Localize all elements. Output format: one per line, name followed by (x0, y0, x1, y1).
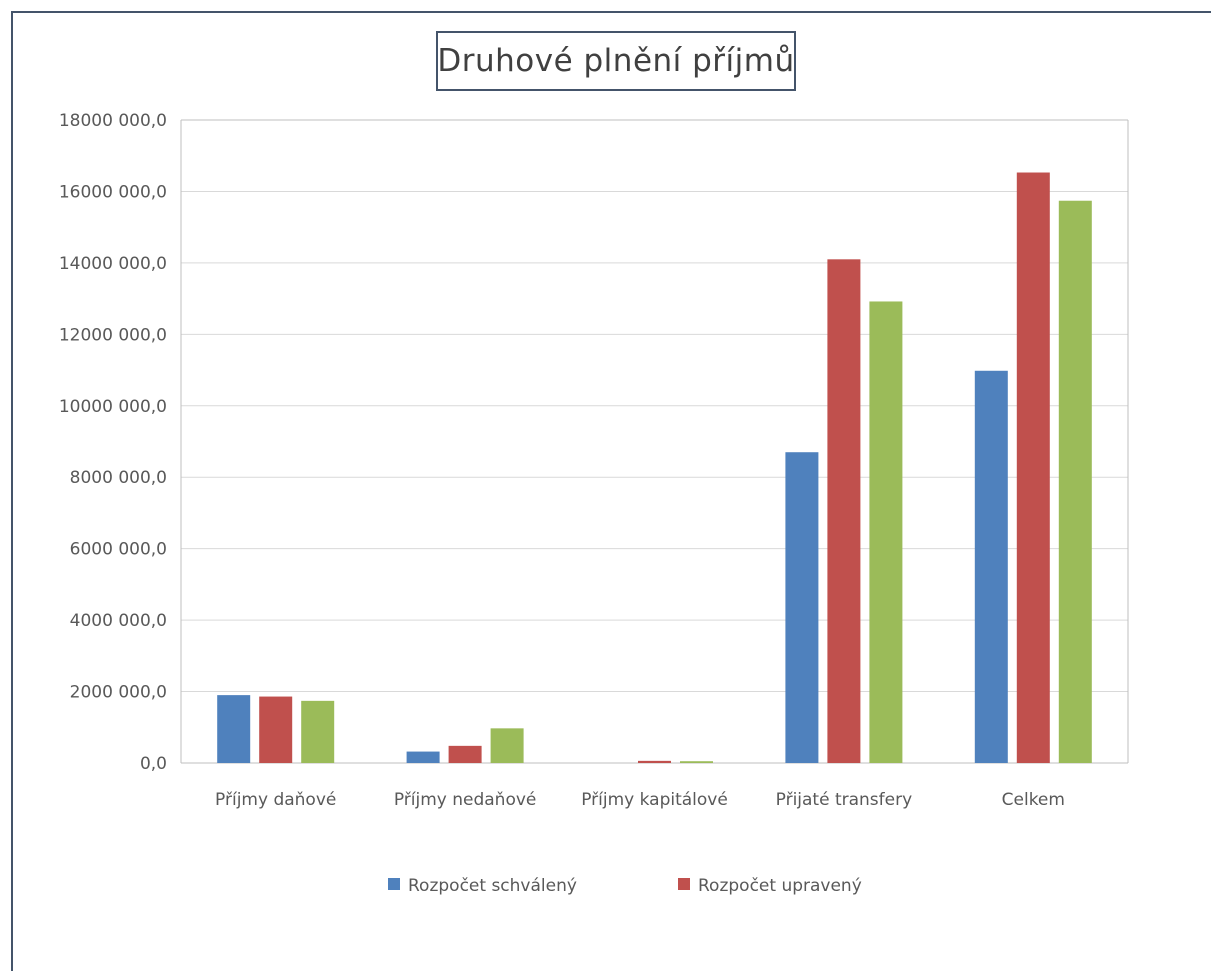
bar-1-1 (217, 695, 251, 763)
bar-2-4 (827, 259, 861, 763)
bar-2-5 (1016, 172, 1050, 764)
y-tick-label: 14000 000,0 (59, 254, 167, 274)
bar-3-4 (869, 301, 903, 763)
y-tick-label: 10000 000,0 (59, 397, 167, 417)
legend-label-2: Rozpočet upravený (698, 876, 862, 896)
x-category-label: Příjmy nedaňové (394, 790, 537, 810)
bar-3-1 (301, 700, 335, 763)
x-axis-labels: Příjmy daňové Příjmy nedaňové Příjmy kapit… (215, 790, 1065, 810)
bar-1-5 (974, 370, 1008, 763)
y-tick-label: 2000 000,0 (70, 683, 167, 703)
chart-frame (11, 11, 1211, 971)
chart-title-box: Druhové plnění příjmů (436, 31, 796, 91)
y-axis-ticks: 0,0 2000 000,0 4000 000,0 6000 000,0 8000 00… (59, 111, 167, 774)
legend-label-1: Rozpočet schválený (408, 876, 577, 896)
y-tick-label: 18000 000,0 (59, 111, 167, 131)
legend: Rozpočet schválený Rozpočet upravený (388, 876, 862, 896)
legend-swatch-1 (388, 878, 400, 890)
y-tick-label: 6000 000,0 (70, 540, 167, 560)
bar-2-2 (448, 745, 482, 763)
x-category-label: Příjmy daňové (215, 790, 336, 810)
bar-3-3 (680, 761, 713, 763)
y-tick-label: 12000 000,0 (59, 325, 167, 345)
bar-3-2 (490, 728, 524, 763)
x-category-label: Příjmy kapitálové (581, 790, 728, 810)
y-tick-label: 0,0 (140, 754, 167, 774)
bar-2-3 (638, 760, 671, 763)
y-tick-label: 4000 000,0 (70, 611, 167, 631)
y-tick-label: 8000 000,0 (70, 468, 167, 488)
x-category-label: Celkem (1002, 790, 1065, 810)
legend-swatch-2 (678, 878, 690, 890)
bars (217, 172, 1092, 764)
bar-1-4 (785, 452, 819, 763)
bar-2-1 (259, 696, 293, 763)
x-category-label: Přijaté transfery (776, 790, 913, 810)
chart-title: Druhové plnění příjmů (437, 43, 795, 79)
bar-3-5 (1058, 200, 1092, 763)
bar-1-2 (406, 751, 440, 763)
y-tick-label: 16000 000,0 (59, 182, 167, 202)
